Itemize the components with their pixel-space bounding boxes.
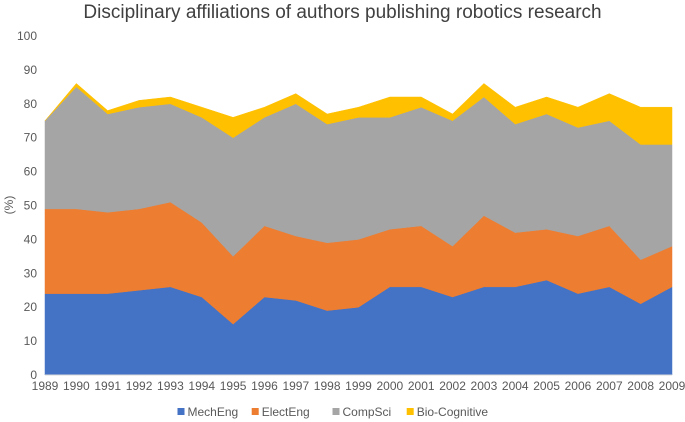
x-tick-label: 1989 xyxy=(32,379,59,393)
x-tick-label: 1996 xyxy=(251,379,278,393)
y-axis: 0 10 20 30 40 50 60 70 80 90 100 xyxy=(17,29,37,382)
y-tick-label: 60 xyxy=(24,165,38,179)
x-tick-label: 2004 xyxy=(502,379,529,393)
x-tick-label: 1998 xyxy=(314,379,341,393)
x-tick-label: 2007 xyxy=(596,379,623,393)
x-tick-label: 2006 xyxy=(565,379,592,393)
x-tick-label: 2002 xyxy=(439,379,466,393)
chart-title: Disciplinary affiliations of authors pub… xyxy=(83,2,602,23)
y-tick-label: 80 xyxy=(24,97,38,111)
y-axis-label: (%) xyxy=(2,196,16,215)
x-tick-label: 1992 xyxy=(126,379,153,393)
y-tick-label: 20 xyxy=(24,300,38,314)
y-tick-label: 90 xyxy=(24,63,38,77)
x-tick-label: 1999 xyxy=(345,379,372,393)
x-tick-label: 2001 xyxy=(408,379,435,393)
x-tick-label: 2008 xyxy=(627,379,654,393)
legend-swatch xyxy=(406,408,414,415)
legend-label: MechEng xyxy=(188,405,239,419)
y-tick-label: 50 xyxy=(24,199,38,213)
legend-swatch xyxy=(332,408,340,415)
legend: MechEng ElectEng CompSci Bio-Cognitive xyxy=(177,405,489,419)
area-layers xyxy=(44,83,673,376)
x-tick-label: 1990 xyxy=(63,379,90,393)
x-tick-label: 2003 xyxy=(471,379,498,393)
y-tick-label: 30 xyxy=(24,266,38,280)
area-series-bio-cognitive xyxy=(44,83,673,145)
y-tick-label: 10 xyxy=(24,334,38,348)
x-tick-label: 1995 xyxy=(220,379,247,393)
x-tick-label: 1991 xyxy=(94,379,121,393)
legend-label: Bio-Cognitive xyxy=(417,405,489,419)
y-tick-label: 40 xyxy=(24,232,38,246)
legend-label: ElectEng xyxy=(262,405,310,419)
x-tick-label: 1993 xyxy=(157,379,184,393)
y-tick-label: 0 xyxy=(30,368,37,382)
x-tick-label: 1994 xyxy=(188,379,215,393)
x-tick-label: 2005 xyxy=(533,379,560,393)
x-tick-label: 1997 xyxy=(282,379,309,393)
legend-swatch xyxy=(177,408,185,415)
y-tick-label: 70 xyxy=(24,131,38,145)
x-tick-label: 2000 xyxy=(376,379,403,393)
x-axis: 1989 1990 1991 1992 1993 1994 1995 1996 1997 1998… xyxy=(32,374,685,393)
legend-swatch xyxy=(251,408,259,415)
y-tick-label: 100 xyxy=(17,29,37,43)
legend-label: CompSci xyxy=(343,405,392,419)
x-tick-label: 2009 xyxy=(659,379,685,393)
